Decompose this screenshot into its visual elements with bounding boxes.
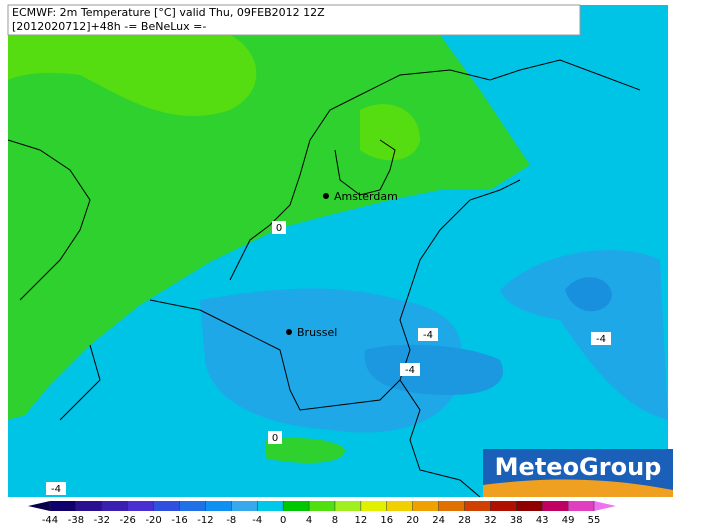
colorbar: -44 -38 -32 -26 -20 -16 -12 -8 -4 0 4 8 12 16 20 24 28 32… [28,501,616,526]
colorbar-segment [179,501,206,511]
warm-area [360,104,420,161]
colorbar-tick-label: -12 [197,515,213,525]
colorbar-tick-label: 32 [484,515,497,525]
contour-label-box [591,332,611,345]
colorbar-tick-label: 28 [458,515,471,525]
colorbar-segment [127,501,155,511]
city-label: Brussel [297,326,337,339]
cold-area [500,250,668,420]
colorbar-tick-label: 12 [354,515,367,525]
city-dot [323,193,329,199]
colorbar-segment [75,501,103,511]
warm-area [265,438,345,463]
contour-label: -4 [423,330,433,341]
city-label: Amsterdam [334,190,398,203]
colorbar-tick-label: -8 [226,515,236,525]
cold-area [565,277,612,312]
colorbar-segment [516,501,543,511]
colorbar-segment [334,501,362,511]
colorbar-segment [309,501,336,511]
colorbar-low [28,501,50,511]
logo-swoosh [483,479,673,497]
colorbar-segment [50,501,77,511]
contour-label: 0 [276,223,282,234]
colorbar-segment [101,501,129,511]
cold-area [200,288,463,433]
contour-label-box [272,221,286,234]
colorbar-tick-label: -38 [68,515,84,525]
contour-label: -4 [405,365,415,376]
colorbar-segment [542,501,569,511]
colorbar-segment [283,501,310,511]
colorbar-tick-label: 43 [536,515,549,525]
colorbar-tick-label: -20 [145,515,161,525]
colorbar-segment [412,501,440,511]
header-box [7,4,581,36]
colorbar-segment [386,501,414,511]
header-line: ECMWF: 2m Temperature [°C] valid Thu, 09… [12,6,325,19]
coastline [7,59,641,498]
colorbar-tick-label: -4 [252,515,262,525]
colorbar-tick-label: -44 [42,515,58,525]
colorbar-tick-label: 0 [280,515,286,525]
colorbar-tick-label: 55 [588,515,601,525]
colorbar-segment [231,501,258,511]
colorbar-segment [438,501,465,511]
colorbar-tick-label: 8 [332,515,338,525]
warm-area [8,35,257,116]
colorbar-high [594,501,616,511]
colorbar-tick-label: -26 [120,515,136,525]
colorbar-segment [257,501,284,511]
contour-label: -4 [51,484,61,495]
colorbar-segment [490,501,517,511]
colorbar-segment [360,501,388,511]
colorbar-segment [568,501,595,511]
contour-label-box [46,482,66,495]
contour-label-box [400,363,420,376]
cold-area [364,344,503,395]
colorbar-tick-label: 49 [562,515,575,525]
contour-labels: 0 -4 -4 -4 0 -4 [46,221,611,495]
logo: MeteoGroup [495,453,662,481]
colorbar-tick-label: 4 [306,515,312,525]
colorbar-tick-label: 38 [510,515,523,525]
colorbar-segment [464,501,491,511]
contour-label: -4 [596,334,606,345]
colorbar-tick-label: -16 [171,515,187,525]
contour-label: 0 [272,433,278,444]
contour-label-box [268,431,282,444]
header-line: [2012020712]+48h -= BeNeLux =- [12,20,206,33]
colorbar-tick-label: 16 [380,515,393,525]
colorbar-segment [205,501,232,511]
colorbar-segment [153,501,181,511]
colorbar-tick-label: -32 [94,515,110,525]
city-dot [286,329,292,335]
contour-label-box [418,328,438,341]
colorbar-tick-label: 20 [406,515,419,525]
colorbar-tick-label: 24 [432,515,445,525]
